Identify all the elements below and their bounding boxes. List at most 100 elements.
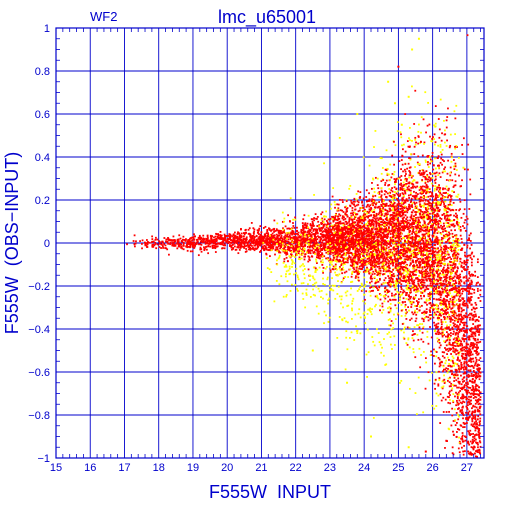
- data-point: [304, 259, 306, 261]
- data-point: [320, 213, 322, 215]
- data-point: [461, 293, 463, 295]
- data-point: [322, 231, 324, 233]
- data-point: [228, 233, 230, 235]
- data-point: [446, 127, 448, 129]
- data-point: [432, 309, 434, 311]
- data-point: [473, 393, 475, 395]
- data-point: [286, 228, 288, 230]
- data-point: [204, 238, 206, 240]
- data-point: [303, 240, 305, 242]
- data-point: [266, 230, 268, 232]
- data-point: [215, 236, 217, 238]
- data-point: [317, 254, 319, 256]
- data-point: [439, 172, 441, 174]
- data-point: [462, 290, 464, 292]
- data-point: [372, 271, 374, 273]
- data-point: [450, 385, 452, 387]
- data-point: [475, 357, 477, 359]
- data-point: [185, 240, 187, 242]
- data-point: [302, 243, 304, 245]
- data-point: [469, 179, 471, 181]
- data-point: [295, 233, 297, 235]
- data-point: [474, 438, 476, 440]
- data-point: [365, 196, 367, 198]
- data-point: [380, 238, 382, 240]
- data-point: [351, 276, 353, 278]
- data-point: [453, 191, 455, 193]
- data-point: [319, 236, 321, 238]
- data-point: [468, 374, 470, 376]
- data-point: [447, 108, 449, 110]
- data-point: [180, 238, 182, 240]
- data-point: [279, 252, 281, 254]
- data-point: [271, 229, 273, 231]
- data-point: [237, 231, 239, 233]
- data-point: [279, 238, 281, 240]
- data-point: [386, 262, 388, 264]
- data-point: [468, 396, 470, 398]
- data-point: [419, 326, 421, 328]
- data-point: [151, 238, 153, 240]
- data-point: [178, 241, 180, 243]
- data-point: [308, 269, 310, 271]
- data-point: [311, 256, 313, 258]
- data-point: [313, 240, 315, 242]
- data-point: [447, 402, 449, 404]
- data-point: [375, 252, 377, 254]
- data-point: [442, 285, 444, 287]
- data-point: [368, 257, 370, 259]
- data-point: [209, 246, 211, 248]
- data-point: [396, 240, 398, 242]
- data-point: [355, 224, 357, 226]
- data-point: [432, 271, 434, 273]
- data-point: [440, 162, 442, 164]
- data-point: [417, 303, 419, 305]
- data-point: [257, 245, 259, 247]
- data-point: [410, 194, 412, 196]
- data-point: [285, 246, 287, 248]
- data-point: [466, 342, 468, 344]
- data-point: [155, 237, 157, 239]
- data-point: [448, 396, 450, 398]
- data-point: [277, 236, 279, 238]
- data-point: [309, 238, 311, 240]
- data-point: [344, 272, 346, 274]
- data-point: [405, 267, 407, 269]
- data-point: [446, 344, 448, 346]
- data-point: [265, 235, 267, 237]
- data-point: [214, 241, 216, 243]
- data-point: [465, 275, 467, 277]
- data-point: [224, 247, 226, 249]
- data-point: [352, 210, 354, 212]
- data-point: [141, 243, 143, 245]
- data-point: [470, 336, 472, 338]
- data-point: [454, 280, 456, 282]
- data-point: [317, 216, 319, 218]
- data-point: [454, 326, 456, 328]
- data-point: [464, 361, 466, 363]
- data-point: [465, 440, 467, 442]
- data-point: [310, 229, 312, 231]
- data-point: [181, 241, 183, 243]
- data-point: [433, 349, 435, 351]
- data-point: [332, 252, 334, 254]
- data-point: [313, 245, 315, 247]
- data-point: [453, 362, 455, 364]
- data-point: [452, 328, 454, 330]
- data-point: [452, 452, 454, 454]
- data-point: [392, 260, 394, 262]
- data-point: [475, 315, 477, 317]
- data-point: [460, 320, 462, 322]
- data-point: [476, 361, 478, 363]
- data-point: [390, 233, 392, 235]
- data-point: [205, 243, 207, 245]
- data-point: [471, 373, 473, 375]
- data-point: [474, 275, 476, 277]
- data-point: [462, 225, 464, 227]
- data-point: [167, 243, 169, 245]
- data-point: [265, 226, 267, 228]
- data-point: [466, 378, 468, 380]
- data-point: [155, 247, 157, 249]
- data-point: [432, 152, 434, 154]
- data-point: [363, 229, 365, 231]
